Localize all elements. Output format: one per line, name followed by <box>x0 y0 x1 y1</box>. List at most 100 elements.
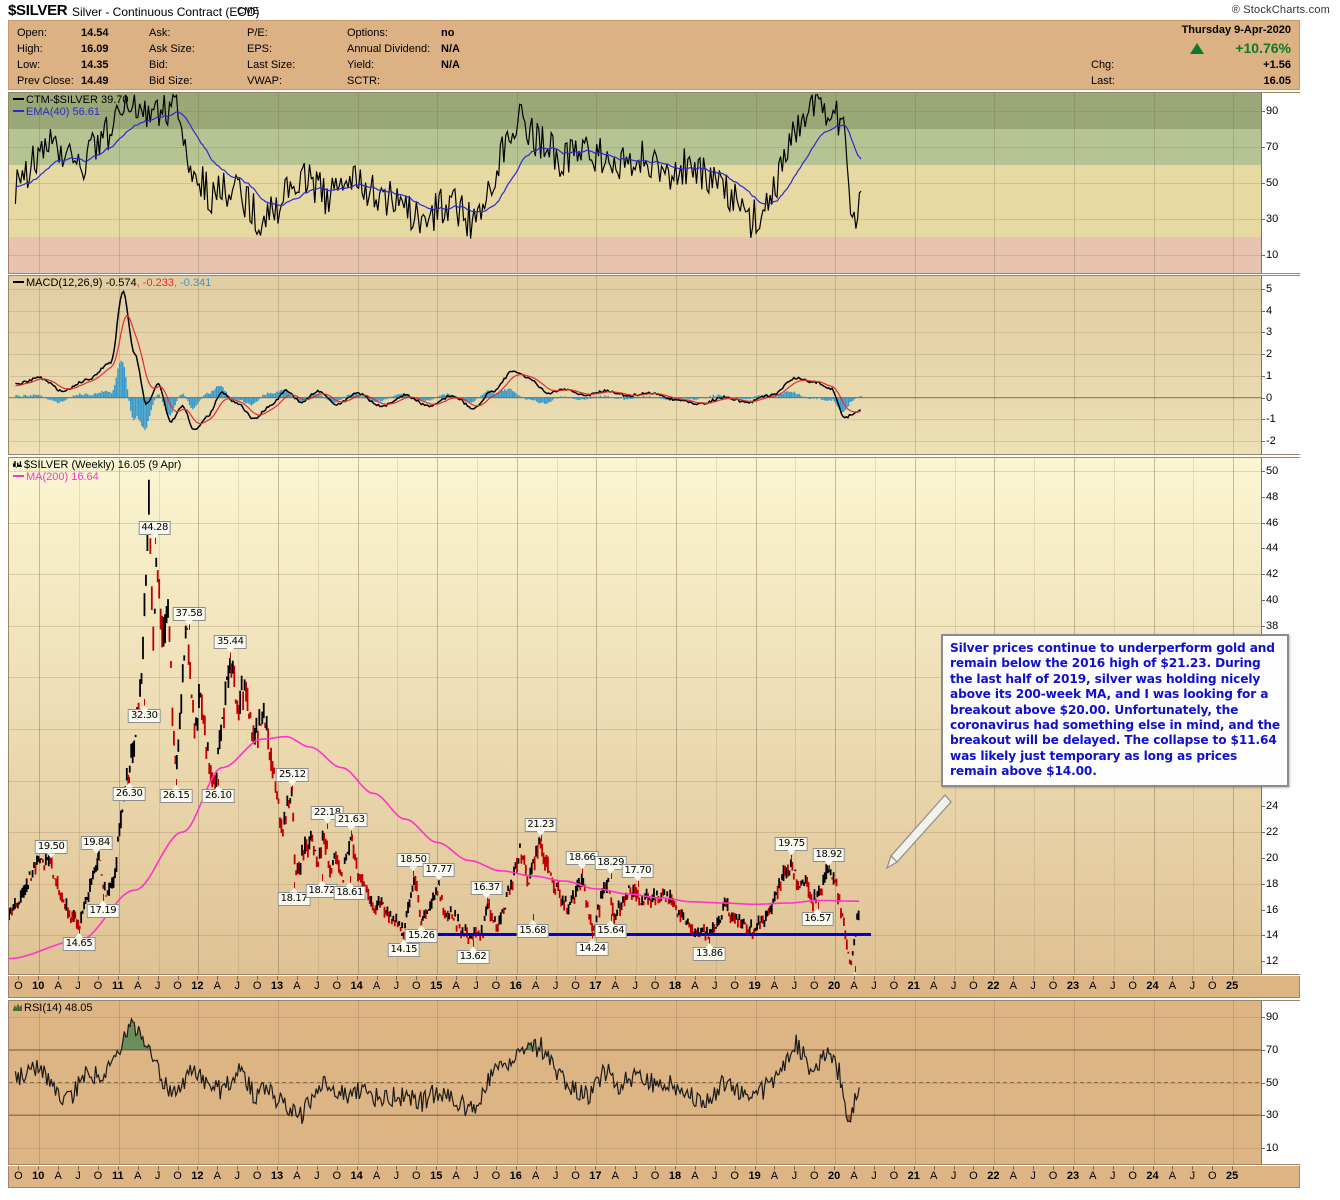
rsi-panel-legend: RSI(14) 48.05 <box>13 1002 92 1014</box>
x-axis-label: J <box>473 1170 479 1182</box>
x-axis-tick <box>1092 976 1094 980</box>
stockcharts-logo: ® StockCharts.com <box>1231 4 1330 16</box>
x-axis-label: 24 <box>1146 1170 1159 1182</box>
x-axis-label: 14 <box>350 1170 363 1182</box>
x-axis-tick <box>117 976 119 980</box>
x-axis-tick <box>257 976 259 980</box>
quote-label: Bid Size: <box>149 75 193 87</box>
x-axis-tick <box>1212 976 1214 980</box>
y-axis-tick <box>1261 219 1265 220</box>
x-axis-tick <box>1152 1166 1154 1170</box>
x-axis-label: A <box>1089 980 1097 992</box>
x-axis-tick <box>1033 1166 1035 1170</box>
y-axis-label: 3 <box>1266 326 1273 339</box>
x-axis-tick <box>933 976 935 980</box>
price-label: 37.58 <box>172 607 206 626</box>
x-axis-tick <box>834 1166 836 1170</box>
y-axis-tick <box>1261 183 1265 184</box>
y-axis-tick <box>1261 599 1265 601</box>
x-axis-tick <box>1132 976 1134 980</box>
x-axis-label: J <box>1030 1170 1036 1182</box>
price-label: 26.15 <box>159 784 193 803</box>
price-label: 18.72 <box>305 880 339 899</box>
x-axis-label: J <box>712 1170 718 1182</box>
x-axis-tick <box>1232 1166 1234 1170</box>
ma-legend-row: MA(200) 16.64 <box>13 471 181 483</box>
label-leader <box>855 965 857 974</box>
x-axis-label: O <box>969 980 978 992</box>
x-axis-label: O <box>571 980 580 992</box>
x-axis-label: 21 <box>907 1170 920 1182</box>
x-axis-tick <box>794 976 796 980</box>
x-axis-tick <box>476 976 477 980</box>
label-leader <box>709 937 711 949</box>
background-band <box>9 237 1261 273</box>
x-axis-tick <box>973 976 975 980</box>
y-axis-tick <box>1261 289 1265 291</box>
y-axis-label: 30 <box>1266 213 1279 225</box>
x-axis-tick <box>1212 1166 1214 1170</box>
x-axis-label: J <box>393 1170 400 1182</box>
quote-value: 14.54 <box>81 27 109 39</box>
macd-panel-series <box>9 289 1261 431</box>
y-axis-label: 44 <box>1266 542 1279 555</box>
ctm-panel-plot: CTM-$SILVER 39.70 EMA(40) 56.61 <box>9 93 1261 273</box>
price-label: 17.77 <box>422 862 456 881</box>
rsi-panel-y-axis: 90 70 50 30 10 <box>1261 1001 1301 1164</box>
x-axis-label: 22 <box>987 980 1000 992</box>
symbol-exchange: CME <box>237 6 260 17</box>
x-axis-tick <box>58 976 60 980</box>
x-axis-tick <box>515 976 517 980</box>
x-axis-label: J <box>791 1170 798 1182</box>
x-axis-tick <box>177 976 179 980</box>
x-axis-tick <box>575 976 577 980</box>
y-axis-label: 0 <box>1266 391 1273 404</box>
price-label: 18.61 <box>333 881 366 900</box>
x-axis-label: 15 <box>430 1170 443 1182</box>
x-axis-label: 20 <box>828 1170 841 1182</box>
x-axis-tick <box>1013 1166 1015 1170</box>
label-pointer <box>469 946 478 952</box>
x-axis-tick <box>953 976 955 980</box>
quote-label: Annual Dividend: <box>347 43 431 55</box>
x-axis-tick <box>277 1166 279 1170</box>
x-axis-label: O <box>1048 980 1058 992</box>
x-axis-label: O <box>332 1170 341 1182</box>
ctm-panel-legend: CTM-$SILVER 39.70 EMA(40) 56.61 <box>13 94 129 118</box>
x-axis-label: A <box>372 980 381 992</box>
x-axis-tick <box>515 1166 517 1170</box>
x-axis-label: O <box>491 980 501 992</box>
x-axis-label: J <box>1189 980 1196 992</box>
label-pointer <box>75 932 84 938</box>
x-axis-label: A <box>452 1170 460 1182</box>
label-pointer <box>606 920 615 926</box>
price-label: 15.26 <box>404 925 438 944</box>
y-axis-tick <box>1261 440 1265 442</box>
x-axis-label: O <box>889 1170 899 1182</box>
x-axis-label: A <box>532 1170 540 1182</box>
quote-label: Open: <box>17 27 47 39</box>
price-label: 14.15 <box>387 939 421 958</box>
x-axis-tick <box>655 976 657 980</box>
x-axis-tick <box>1112 976 1114 980</box>
x-axis-tick <box>1053 1166 1055 1170</box>
x-axis-label: A <box>1089 1170 1097 1182</box>
price-label: 19.50 <box>34 840 68 859</box>
x-axis-label: O <box>173 980 182 992</box>
quote-label: High: <box>17 43 43 55</box>
x-axis-tick <box>1092 1166 1094 1170</box>
x-axis-tick <box>655 1166 657 1170</box>
x-axis-label: J <box>75 980 81 992</box>
x-axis-tick <box>1192 1166 1194 1170</box>
price-label: 21.63 <box>334 812 368 831</box>
rsi-panel-plot: RSI(14) 48.05 <box>9 1001 1261 1164</box>
x-axis-tick <box>316 1166 318 1170</box>
x-axis-tick <box>555 976 557 980</box>
x-axis-tick <box>177 1166 179 1170</box>
price-label: 15.64 <box>594 920 628 939</box>
x-axis-tick <box>854 1166 856 1170</box>
x-axis-tick <box>476 1166 477 1170</box>
x-axis-label: J <box>154 1170 161 1182</box>
x-axis-label: O <box>730 1170 739 1182</box>
x-axis-tick <box>674 1166 676 1170</box>
